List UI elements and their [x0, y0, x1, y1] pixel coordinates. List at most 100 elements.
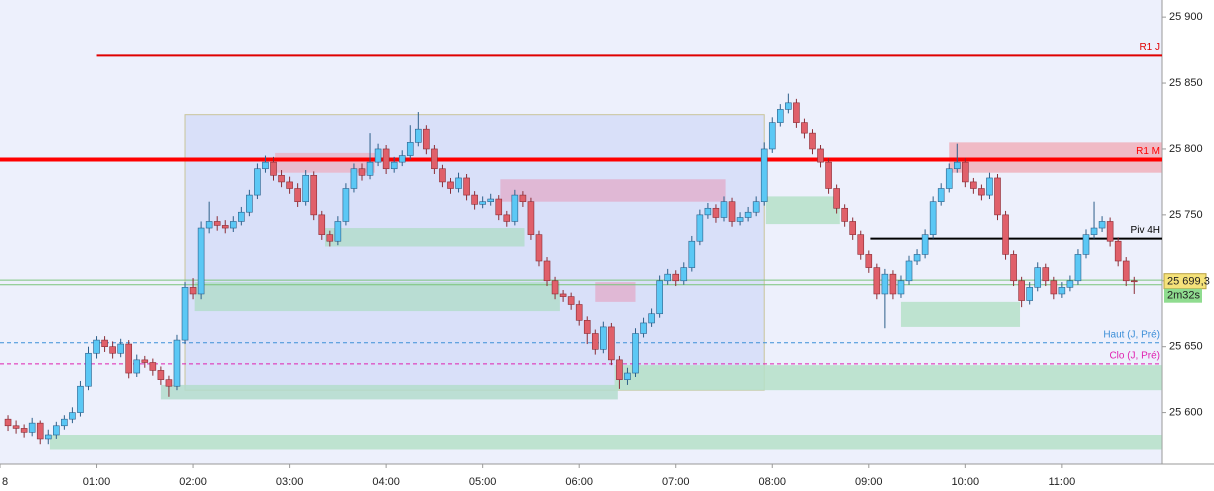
y-tick-label: 25 900 [1169, 11, 1203, 23]
candle-body [133, 359, 141, 374]
candle-body [897, 280, 905, 295]
candle-body [704, 207, 712, 216]
candle-body [825, 161, 832, 189]
candle-body [495, 198, 503, 216]
candle-body [736, 217, 744, 222]
candle-body [53, 425, 60, 436]
candle-body [1050, 280, 1058, 295]
x-tick-label: 06:00 [565, 476, 593, 488]
candle-body [109, 346, 116, 354]
candle-body [841, 207, 848, 222]
candle-body [487, 198, 495, 202]
timer-label: 2m32s [1167, 290, 1201, 302]
candle-body [101, 339, 108, 347]
candle-body [390, 161, 398, 170]
candle-body [431, 148, 438, 170]
candle-body [849, 221, 857, 235]
candle-body [962, 161, 969, 183]
candle-body [318, 214, 326, 235]
candle-body [768, 122, 776, 150]
candle-body [278, 175, 285, 183]
candle-body [229, 221, 237, 229]
x-tick-label: 08:00 [758, 476, 786, 488]
candle-body [246, 194, 253, 213]
candle-body [479, 201, 486, 205]
zone [900, 301, 1021, 327]
candle-body [600, 326, 607, 350]
candle-body [905, 260, 913, 282]
candle-body [423, 128, 430, 150]
candle-body [302, 175, 309, 202]
candle-body [181, 287, 189, 341]
candle-body [945, 168, 953, 189]
candle-body [953, 161, 961, 170]
candle-body [12, 425, 20, 429]
candle-body [350, 168, 358, 189]
level-label: R1 M [1136, 146, 1160, 157]
x-tick-label: 05:00 [469, 476, 497, 488]
candle-body [1074, 254, 1082, 282]
candle-body [382, 148, 390, 170]
candle-body [857, 234, 865, 255]
zone [614, 365, 1162, 391]
candle-body [149, 362, 157, 371]
candle-body [937, 188, 945, 202]
candle-body [93, 339, 100, 354]
y-tick-label: 25 800 [1169, 143, 1203, 155]
candle-body [978, 188, 985, 196]
y-tick-label: 25 650 [1169, 341, 1203, 353]
level-label: Clo (J, Pré) [1109, 350, 1160, 361]
candle-body [374, 148, 382, 163]
candle-body [286, 181, 293, 189]
candle-body [567, 296, 575, 305]
candle-body [833, 188, 840, 209]
candle-body [1058, 287, 1066, 295]
zone [184, 114, 765, 391]
candle-body [197, 227, 205, 295]
candle-body [809, 132, 816, 150]
candle-body [1114, 240, 1122, 262]
candle-body [238, 211, 245, 222]
candle-body [575, 304, 583, 321]
candle-body [752, 201, 760, 213]
candle-body [398, 155, 406, 163]
candle-body [881, 273, 889, 295]
candle-body [744, 211, 752, 218]
level-label: Haut (J, Pré) [1103, 329, 1160, 340]
zone [160, 384, 618, 400]
candle-body [61, 418, 68, 427]
candle-body [527, 201, 535, 235]
candle-body [511, 194, 519, 222]
candle-body [616, 359, 623, 380]
zone [595, 282, 636, 302]
candle-body [334, 221, 342, 242]
candle-body [994, 177, 1001, 216]
candle-body [503, 214, 511, 222]
zone [500, 179, 726, 202]
candle-body [672, 273, 680, 282]
candle-body [125, 343, 133, 374]
candle-body [712, 207, 720, 218]
candle-body [4, 418, 12, 427]
candle-body [165, 379, 173, 387]
x-tick-label: 8 [2, 476, 8, 488]
candle-body [1010, 254, 1017, 282]
candle-body [366, 161, 374, 176]
candle-body [415, 128, 422, 143]
candle-body [680, 267, 688, 282]
candle-body [688, 240, 696, 268]
zone [49, 435, 1162, 450]
x-tick-label: 04:00 [372, 476, 400, 488]
candle-body [728, 201, 736, 222]
x-tick-label: 11:00 [1048, 476, 1075, 488]
candle-body [986, 177, 993, 196]
candle-body [262, 161, 269, 170]
candle-body [463, 177, 470, 196]
candle-body [44, 434, 52, 440]
candle-body [1066, 280, 1074, 288]
candle-body [648, 313, 655, 324]
candle-body [720, 201, 728, 218]
candle-body [889, 273, 897, 295]
y-tick-label: 25 600 [1169, 406, 1203, 418]
